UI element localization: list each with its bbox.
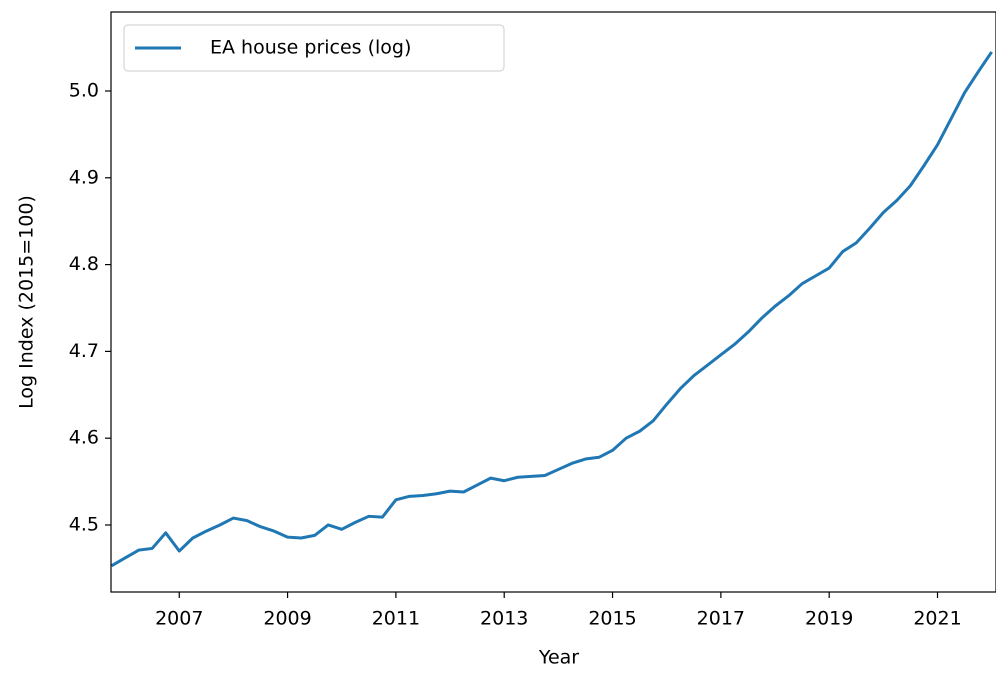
legend-label: EA house prices (log) (210, 37, 411, 59)
legend: EA house prices (log) (123, 24, 505, 72)
y-tick-label: 5.0 (69, 79, 99, 101)
x-tick-label: 2019 (805, 608, 853, 630)
data-line (111, 51, 993, 568)
y-tick-label: 4.7 (69, 340, 99, 362)
x-tick-label: 2013 (480, 608, 528, 630)
x-tick-label: 2021 (913, 608, 961, 630)
y-tick-label: 4.5 (69, 513, 99, 535)
y-tick-label: 4.8 (69, 253, 99, 275)
x-tick-label: 2011 (372, 608, 420, 630)
x-tick-label: 2009 (263, 608, 311, 630)
y-tick-label: 4.6 (69, 427, 99, 449)
y-tick-label: 4.9 (69, 166, 99, 188)
x-tick-label: 2007 (155, 608, 203, 630)
legend-box (123, 24, 505, 72)
y-axis-label: Log Index (2015=100) (16, 195, 38, 409)
x-tick-label: 2017 (697, 608, 745, 630)
plot-frame (110, 11, 996, 593)
x-axis-label: Year (538, 647, 579, 669)
x-tick-label: 2015 (588, 608, 636, 630)
